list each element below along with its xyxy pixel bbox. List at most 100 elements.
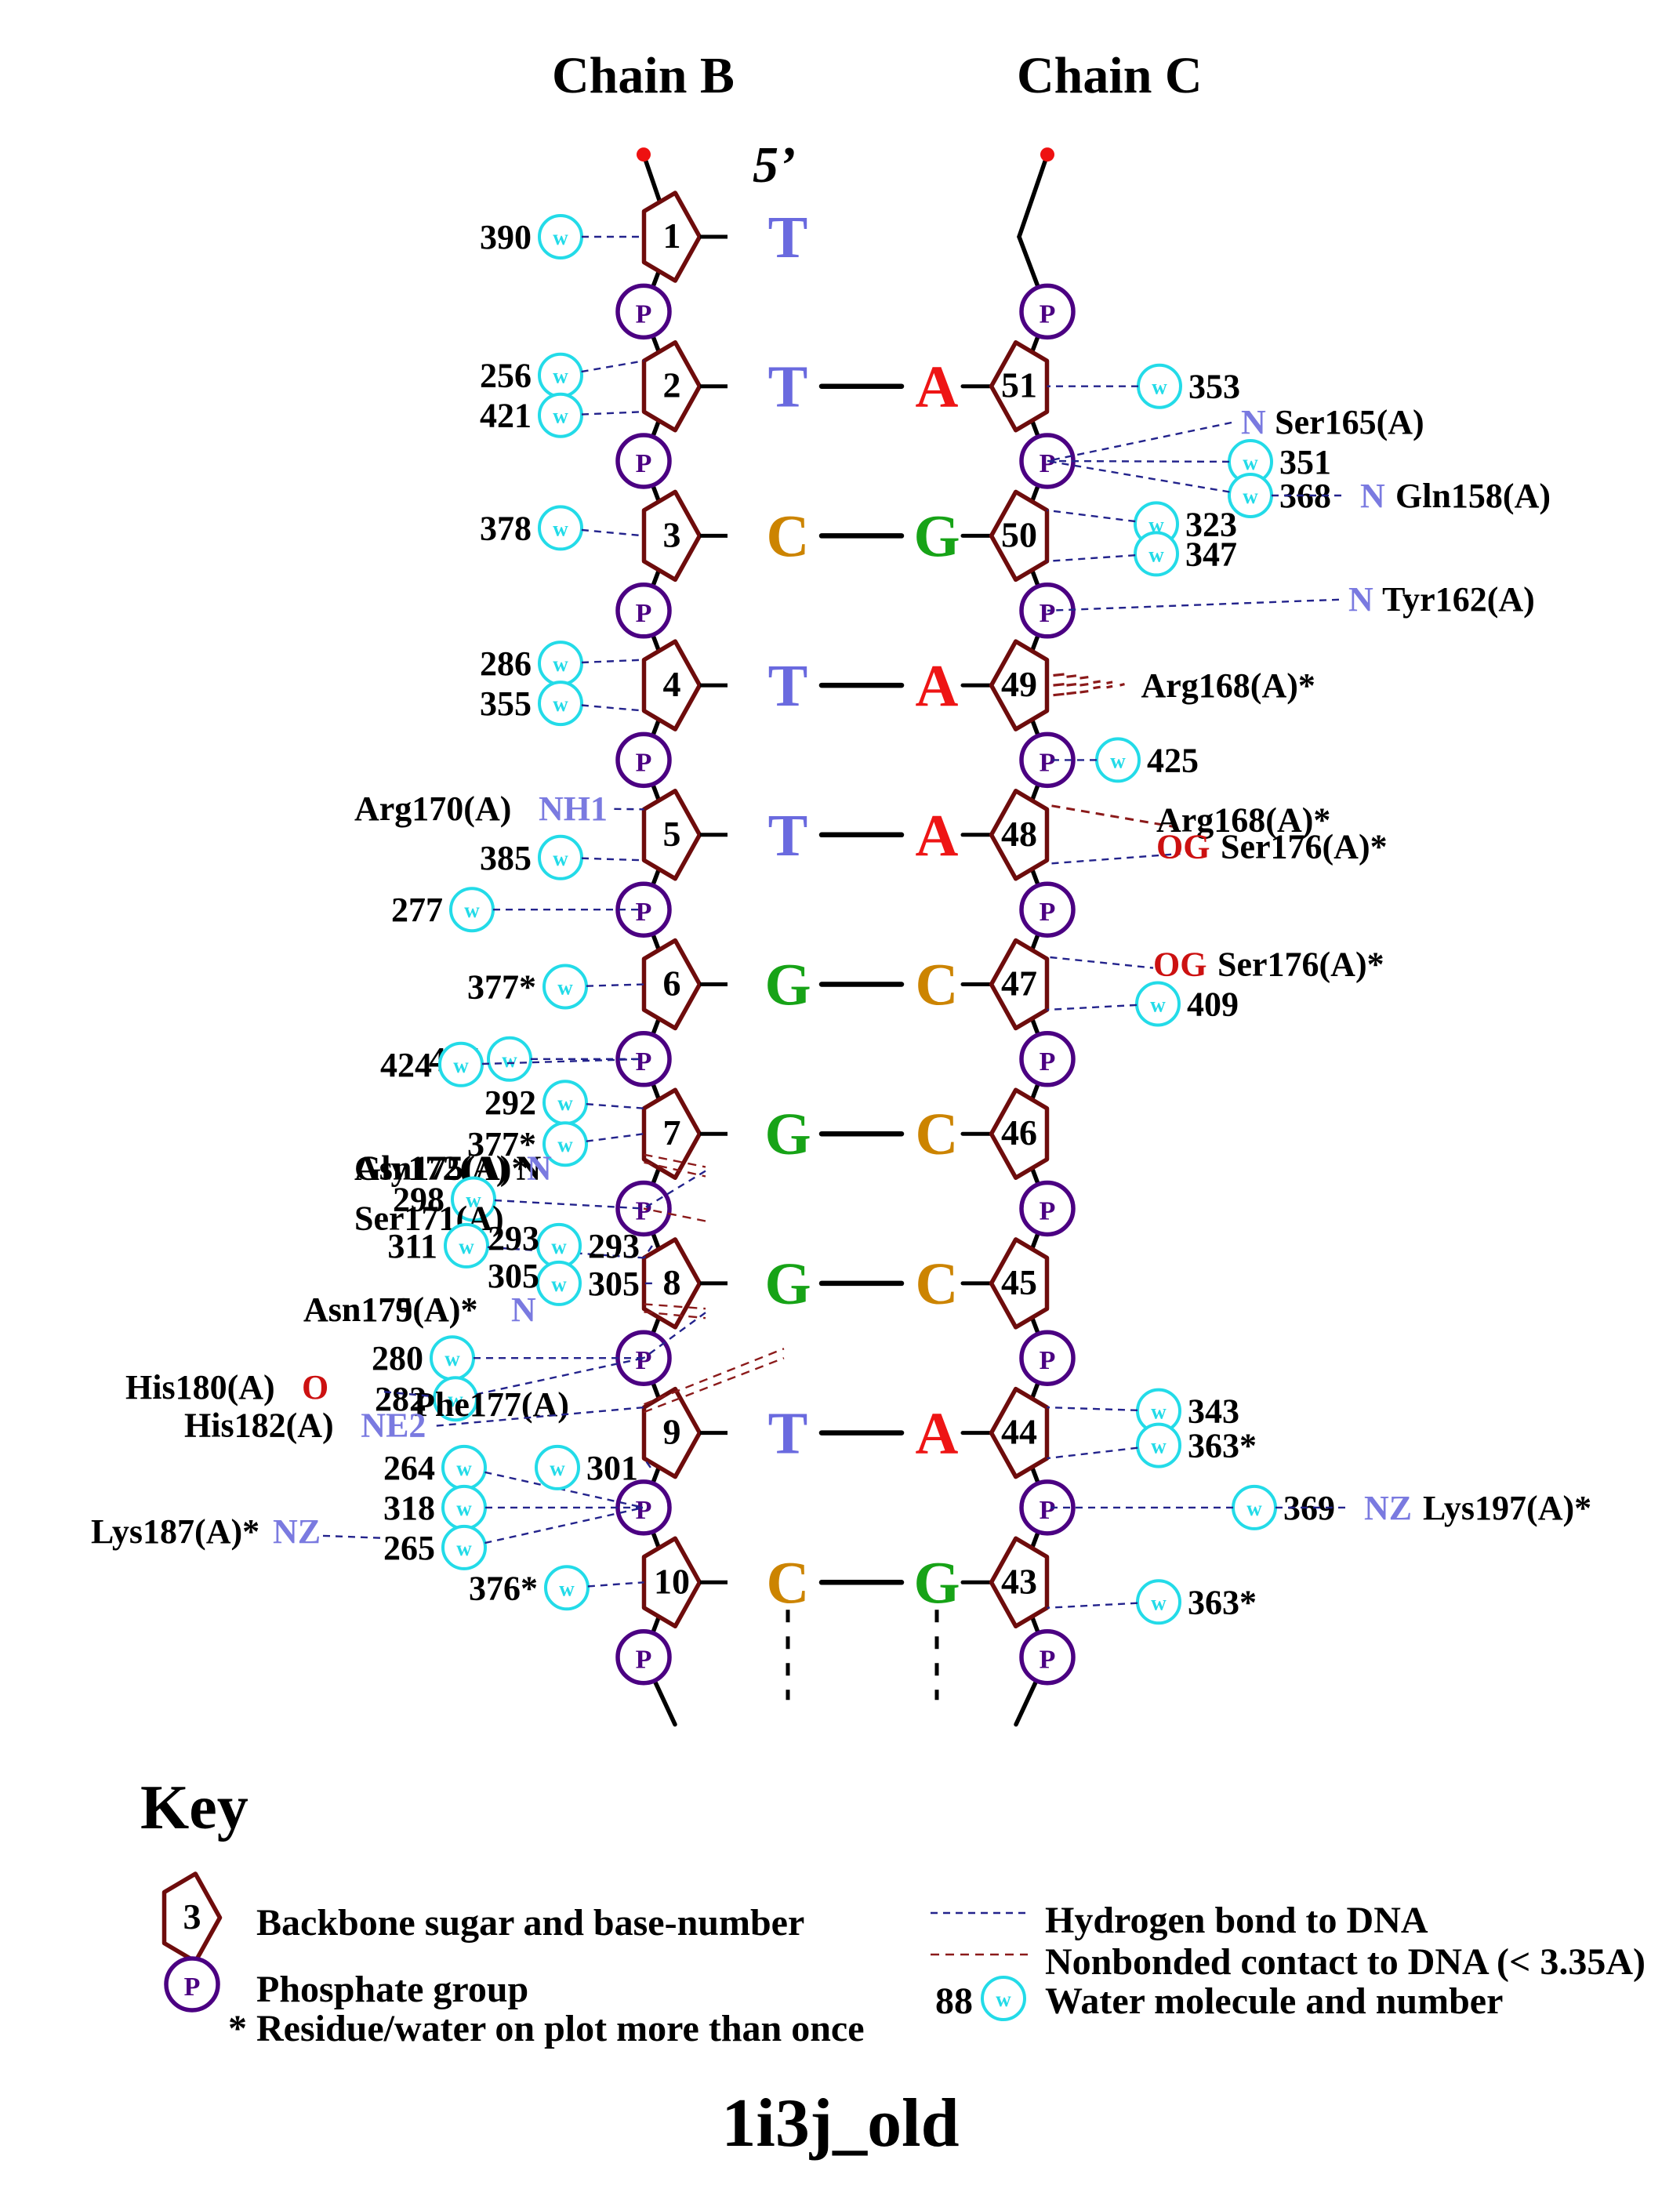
svg-text:10: 10 xyxy=(654,1561,690,1601)
svg-text:Arg170(A): Arg170(A) xyxy=(354,789,511,828)
svg-text:w: w xyxy=(456,1497,472,1520)
svg-text:w: w xyxy=(502,1048,517,1072)
svg-text:Tyr162(A): Tyr162(A) xyxy=(1382,580,1535,619)
svg-text:w: w xyxy=(453,1054,469,1077)
svg-text:w: w xyxy=(553,517,568,540)
svg-text:P: P xyxy=(1040,1197,1056,1226)
svg-text:Ser165(A): Ser165(A) xyxy=(1275,403,1424,441)
svg-text:5: 5 xyxy=(663,814,681,854)
svg-text:7: 7 xyxy=(663,1113,681,1152)
svg-text:Nonbonded contact to DNA (< 3.: Nonbonded contact to DNA (< 3.35A) xyxy=(1045,1941,1646,1983)
svg-text:N: N xyxy=(1241,403,1266,441)
svg-text:P: P xyxy=(636,748,652,777)
svg-text:4: 4 xyxy=(663,664,681,704)
svg-text:363*: 363* xyxy=(1188,1427,1257,1465)
svg-text:P: P xyxy=(636,449,652,478)
svg-text:NH1: NH1 xyxy=(539,789,608,828)
svg-text:w: w xyxy=(996,1987,1011,2011)
svg-text:3: 3 xyxy=(663,514,681,554)
svg-text:293: 293 xyxy=(588,1227,640,1265)
svg-text:w: w xyxy=(1246,1497,1262,1520)
svg-text:P: P xyxy=(1040,1047,1056,1076)
svg-text:His180(A): His180(A) xyxy=(125,1368,275,1407)
svg-text:51: 51 xyxy=(1001,365,1037,405)
svg-text:w: w xyxy=(1243,451,1258,474)
svg-text:Backbone sugar and base-number: Backbone sugar and base-number xyxy=(256,1902,804,1944)
svg-text:C: C xyxy=(767,503,810,569)
svg-text:P: P xyxy=(636,599,652,628)
svg-text:P: P xyxy=(1040,748,1056,777)
svg-text:Hydrogen bond to DNA: Hydrogen bond to DNA xyxy=(1045,1900,1428,1941)
svg-text:T: T xyxy=(768,205,808,270)
svg-text:P: P xyxy=(636,299,652,328)
svg-text:P: P xyxy=(1040,898,1056,927)
svg-text:Gln158(A): Gln158(A) xyxy=(1395,477,1551,515)
svg-text:T: T xyxy=(768,803,808,869)
svg-text:G: G xyxy=(764,1251,811,1317)
svg-text:390: 390 xyxy=(480,218,532,256)
svg-text:NZ: NZ xyxy=(273,1512,321,1551)
svg-text:w: w xyxy=(444,1347,460,1370)
svg-text:w: w xyxy=(553,365,568,388)
svg-text:w: w xyxy=(1151,1591,1167,1614)
svg-text:w: w xyxy=(550,1457,565,1480)
svg-text:277: 277 xyxy=(391,891,443,929)
svg-text:w: w xyxy=(1150,993,1166,1017)
svg-text:318: 318 xyxy=(383,1489,435,1527)
svg-text:w: w xyxy=(464,898,480,922)
svg-text:Ser176(A)*: Ser176(A)* xyxy=(1221,827,1388,866)
svg-text:Chain C: Chain C xyxy=(1017,47,1203,104)
svg-text:C: C xyxy=(767,1550,810,1616)
svg-text:w: w xyxy=(557,976,573,1000)
svg-text:w: w xyxy=(553,692,568,716)
svg-text:w: w xyxy=(1148,543,1164,566)
svg-text:T: T xyxy=(768,653,808,719)
svg-text:Lys187(A)*: Lys187(A)* xyxy=(91,1512,259,1551)
svg-text:43: 43 xyxy=(1001,1561,1037,1601)
svg-text:G: G xyxy=(913,503,960,569)
svg-text:C: C xyxy=(916,1102,959,1167)
svg-text:3: 3 xyxy=(183,1897,201,1936)
svg-text:305: 305 xyxy=(588,1265,640,1303)
svg-text:w: w xyxy=(557,1091,573,1115)
svg-text:347: 347 xyxy=(1185,535,1237,573)
svg-text:305: 305 xyxy=(488,1257,539,1295)
svg-text:P: P xyxy=(1040,599,1056,628)
svg-text:Arg168(A)*: Arg168(A)* xyxy=(1141,666,1315,705)
svg-text:A: A xyxy=(916,653,959,719)
svg-text:w: w xyxy=(551,1235,567,1258)
svg-text:Ser176(A)*: Ser176(A)* xyxy=(1217,946,1384,984)
svg-text:45: 45 xyxy=(1001,1262,1037,1302)
svg-text:50: 50 xyxy=(1001,514,1037,554)
svg-text:Phosphate group: Phosphate group xyxy=(256,1969,528,2010)
svg-text:OG: OG xyxy=(1156,827,1210,866)
svg-text:His182(A): His182(A) xyxy=(184,1407,334,1445)
svg-text:343: 343 xyxy=(1188,1392,1239,1431)
svg-text:P: P xyxy=(636,1646,652,1675)
svg-text:N: N xyxy=(511,1290,536,1329)
svg-text:w: w xyxy=(559,1577,575,1600)
svg-text:P: P xyxy=(1040,1646,1056,1675)
svg-text:w: w xyxy=(553,652,568,676)
svg-text:409: 409 xyxy=(1187,985,1239,1024)
svg-text:w: w xyxy=(553,226,568,249)
svg-text:P: P xyxy=(1040,299,1056,328)
svg-text:C: C xyxy=(916,953,959,1018)
svg-text:47: 47 xyxy=(1001,964,1037,1004)
svg-text:A: A xyxy=(916,1401,959,1467)
svg-text:w: w xyxy=(459,1235,474,1258)
svg-text:Chain B: Chain B xyxy=(552,47,735,104)
svg-text:48: 48 xyxy=(1001,814,1037,854)
svg-text:w: w xyxy=(551,1272,567,1296)
svg-text:9: 9 xyxy=(663,1412,681,1452)
svg-text:G: G xyxy=(764,1102,811,1167)
svg-text:Phe177(A): Phe177(A) xyxy=(414,1385,569,1424)
svg-text:293: 293 xyxy=(488,1219,539,1258)
svg-text:Key: Key xyxy=(140,1773,249,1842)
svg-text:w: w xyxy=(1152,376,1167,399)
svg-text:N: N xyxy=(1348,580,1373,619)
svg-text:8: 8 xyxy=(663,1262,681,1302)
svg-text:280: 280 xyxy=(372,1339,423,1377)
svg-text:w: w xyxy=(1110,749,1126,772)
svg-text:Asn175(A)*: Asn175(A)* xyxy=(303,1290,477,1329)
